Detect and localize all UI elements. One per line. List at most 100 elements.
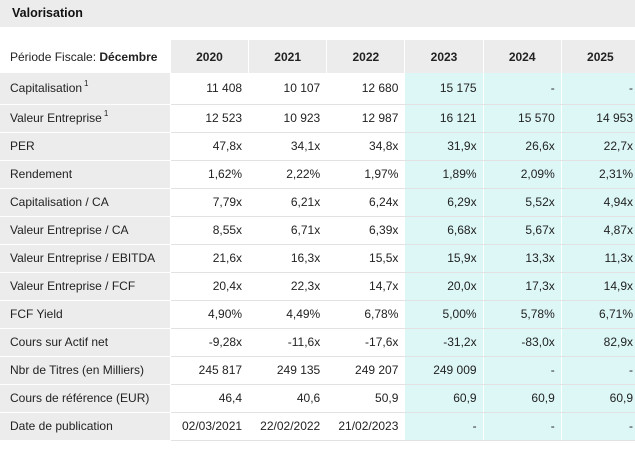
value-cell: -9,28x [170, 328, 250, 357]
value-cell: -31,2x [404, 328, 484, 357]
value-cell: 12 987 [326, 104, 406, 133]
value-cell: 10 923 [248, 104, 328, 133]
value-cell: 6,78% [326, 300, 406, 329]
value-cell: 20,4x [170, 272, 250, 301]
table-row: Rendement 1,62% 2,22% 1,97% 1,89% 2,09% 2,31% [0, 160, 635, 189]
row-label: Valeur Entreprise 1 [0, 104, 171, 133]
value-cell: 2,31% [561, 160, 635, 189]
row-label: Rendement [0, 160, 171, 189]
value-cell: 5,00% [404, 300, 484, 329]
table-row: Cours sur Actif net -9,28x -11,6x -17,6x -31… [0, 328, 635, 357]
value-cell: 4,90% [170, 300, 250, 329]
table-row: Capitalisation 1 11 408 10 107 12 680 15 175-… [0, 73, 635, 105]
value-cell: 12 523 [170, 104, 250, 133]
row-label: Nbr de Titres (en Milliers) [0, 356, 171, 385]
value-cell: 6,29x [404, 188, 484, 217]
value-cell: 1,97% [326, 160, 406, 189]
value-cell: 11,3x [561, 244, 635, 273]
value-cell: 26,6x [483, 132, 562, 161]
value-cell: 14 953 [561, 104, 635, 133]
table-row: Nbr de Titres (en Milliers) 245 817 249 13… [0, 356, 635, 385]
row-label: Cours de référence (EUR) [0, 384, 171, 413]
year-header: 2024 [483, 40, 562, 73]
row-label: FCF Yield [0, 300, 171, 329]
value-cell: 6,21x [248, 188, 328, 217]
value-cell: 31,9x [404, 132, 484, 161]
value-cell: 22,3x [248, 272, 328, 301]
value-cell: 60,9 [483, 384, 562, 413]
row-label: Capitalisation / CA [0, 188, 171, 217]
value-cell: 5,67x [483, 216, 562, 245]
year-header: 2025 [561, 40, 635, 73]
year-header: 2023 [404, 40, 484, 73]
year-header: 2021 [248, 40, 328, 73]
value-cell: 22/02/2022 [248, 412, 328, 441]
value-cell: - [404, 412, 484, 441]
value-cell: 12 680 [326, 73, 406, 105]
value-cell: 50,9 [326, 384, 406, 413]
value-cell: 10 107 [248, 73, 328, 105]
value-cell: 15 175 [404, 73, 484, 105]
header-row: Période Fiscale: Décembre 2020 2021 2022… [0, 40, 635, 73]
value-cell: 2,22% [248, 160, 328, 189]
value-cell: -11,6x [248, 328, 328, 357]
row-label: PER [0, 132, 171, 161]
value-cell: 249 009 [404, 356, 484, 385]
row-label: Capitalisation 1 [0, 73, 171, 105]
value-cell: 21,6x [170, 244, 250, 273]
value-cell: 1,89% [404, 160, 484, 189]
valuation-table: Période Fiscale: Décembre 2020 2021 2022… [0, 40, 635, 441]
value-cell: 34,1x [248, 132, 328, 161]
value-cell: 46,4 [170, 384, 250, 413]
value-cell: 02/03/2021 [170, 412, 250, 441]
value-cell: - [483, 73, 562, 105]
value-cell: -17,6x [326, 328, 406, 357]
value-cell: 22,7x [561, 132, 635, 161]
value-cell: - [483, 356, 562, 385]
value-cell: -83,0x [483, 328, 562, 357]
value-cell: 249 207 [326, 356, 406, 385]
value-cell: 249 135 [248, 356, 328, 385]
value-cell: 16 121 [404, 104, 484, 133]
value-cell: 6,24x [326, 188, 406, 217]
row-label: Date de publication [0, 412, 171, 441]
value-cell: 47,8x [170, 132, 250, 161]
value-cell: 16,3x [248, 244, 328, 273]
table-row: Valeur Entreprise / CA 8,55x 6,71x 6,39x 6,6… [0, 216, 635, 245]
table-row: Capitalisation / CA 7,79x 6,21x 6,24x 6,29x 5… [0, 188, 635, 217]
row-label: Valeur Entreprise / FCF [0, 272, 171, 301]
value-cell: 2,09% [483, 160, 562, 189]
row-label: Valeur Entreprise / EBITDA [0, 244, 171, 273]
footnote-marker: 1 [84, 79, 89, 89]
value-cell: 245 817 [170, 356, 250, 385]
year-header: 2022 [326, 40, 406, 73]
value-cell: 60,9 [404, 384, 484, 413]
table-row: Valeur Entreprise / EBITDA 21,6x 16,3x 15,5… [0, 244, 635, 273]
value-cell: 6,68x [404, 216, 484, 245]
value-cell: 7,79x [170, 188, 250, 217]
value-cell: 14,9x [561, 272, 635, 301]
panel-title: Valorisation [0, 0, 635, 27]
value-cell: 34,8x [326, 132, 406, 161]
value-cell: 13,3x [483, 244, 562, 273]
table-row: FCF Yield 4,90% 4,49% 6,78% 5,00% 5,78% 6,71% [0, 300, 635, 329]
value-cell: 1,62% [170, 160, 250, 189]
table-row: Cours de référence (EUR) 46,4 40,6 50,9 60,9… [0, 384, 635, 413]
value-cell: - [561, 73, 635, 105]
value-cell: 15 570 [483, 104, 562, 133]
value-cell: 8,55x [170, 216, 250, 245]
value-cell: 40,6 [248, 384, 328, 413]
year-header: 2020 [170, 40, 250, 73]
value-cell: 4,49% [248, 300, 328, 329]
value-cell: 82,9x [561, 328, 635, 357]
value-cell: 60,9 [561, 384, 635, 413]
value-cell: - [483, 412, 562, 441]
table-row: Valeur Entreprise / FCF 20,4x 22,3x 14,7x 20… [0, 272, 635, 301]
value-cell: 6,39x [326, 216, 406, 245]
value-cell: 11 408 [170, 73, 250, 105]
value-cell: - [561, 356, 635, 385]
table-row: Valeur Entreprise 1 12 523 10 923 12 987 16 1… [0, 104, 635, 133]
value-cell: 14,7x [326, 272, 406, 301]
value-cell: 4,94x [561, 188, 635, 217]
value-cell: 15,9x [404, 244, 484, 273]
